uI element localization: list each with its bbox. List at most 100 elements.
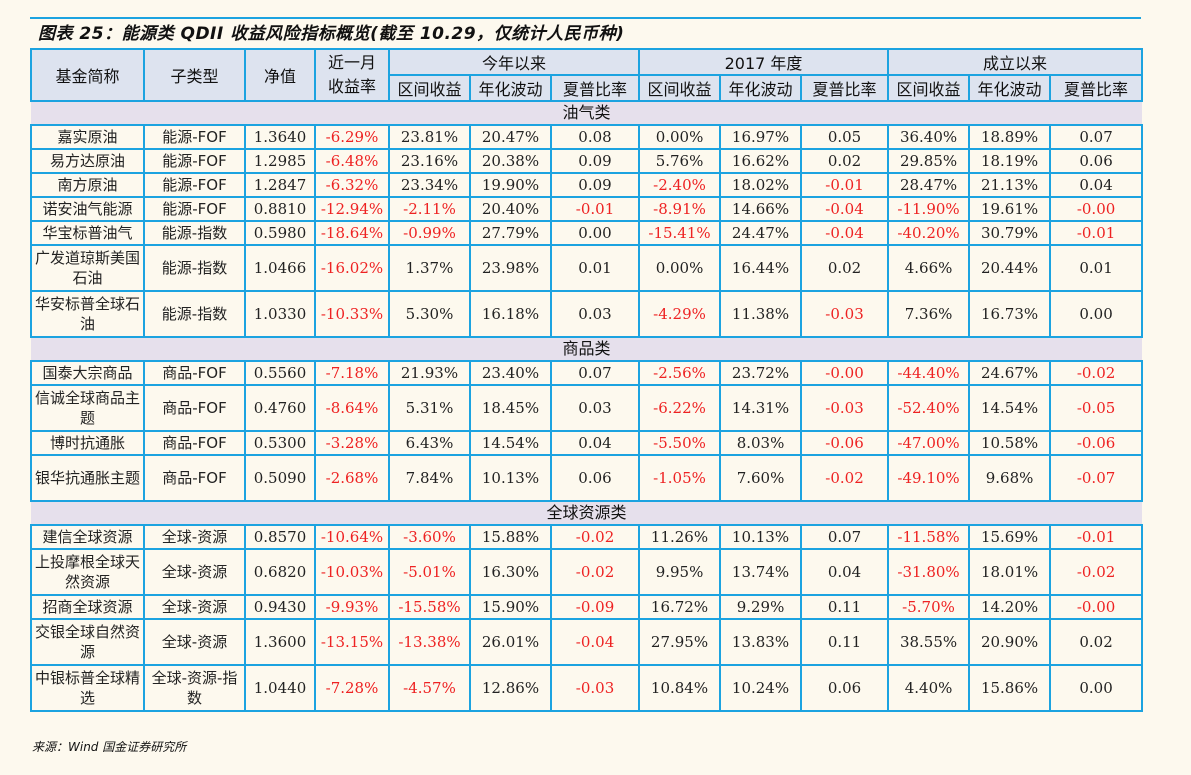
ytd-return-cell: -4.57% xyxy=(388,664,471,712)
y2017-sharpe-cell: 0.02 xyxy=(800,244,890,292)
col-header-month-return: 近一月 收益率 xyxy=(314,48,390,102)
inception-sharpe-cell: 0.02 xyxy=(1049,618,1144,666)
ytd-sharpe-cell: 0.03 xyxy=(549,290,641,338)
inception-volatility-cell: 14.54% xyxy=(968,384,1052,432)
table-row: 华宝标普油气 能源-指数 0.5980 -18.64% -0.99% 27.79% 0.00… xyxy=(30,220,1144,246)
inception-sharpe-cell: -0.01 xyxy=(1049,220,1144,246)
y2017-sharpe-cell: -0.02 xyxy=(800,454,890,502)
month-return-cell: -7.18% xyxy=(314,360,390,386)
ytd-return-cell: -0.99% xyxy=(388,220,471,246)
ytd-sharpe-cell: 0.01 xyxy=(549,244,641,292)
month-return-cell: -18.64% xyxy=(314,220,390,246)
ytd-return-cell: -13.38% xyxy=(388,618,471,666)
y2017-sharpe-cell: -0.03 xyxy=(800,290,890,338)
ytd-sharpe-cell: -0.04 xyxy=(549,618,641,666)
ytd-volatility-cell: 23.98% xyxy=(469,244,552,292)
sub-type-cell: 能源-FOF xyxy=(143,124,246,150)
fund-name-cell: 国泰大宗商品 xyxy=(30,360,145,386)
month-return-cell: -10.64% xyxy=(314,524,390,550)
ytd-volatility-cell: 15.88% xyxy=(469,524,552,550)
sub-type-cell: 全球-资源 xyxy=(143,524,246,550)
nav-cell: 0.8570 xyxy=(244,524,316,550)
inception-volatility-cell: 20.90% xyxy=(968,618,1052,666)
y2017-sharpe-cell: 0.05 xyxy=(800,124,890,150)
inception-return-cell: -11.58% xyxy=(887,524,971,550)
sub-header-sharpe: 夏普比率 xyxy=(800,74,890,102)
y2017-volatility-cell: 13.74% xyxy=(719,548,803,596)
section-row: 油气类 xyxy=(31,100,1143,126)
figure-title-bar: 图表 25：能源类 QDII 收益风险指标概览(截至 10.29，仅统计人民币种… xyxy=(30,17,1141,44)
inception-volatility-cell: 16.73% xyxy=(968,290,1052,338)
sub-type-cell: 全球-资源-指数 xyxy=(143,664,246,712)
nav-cell: 1.3600 xyxy=(244,618,316,666)
ytd-return-cell: -15.58% xyxy=(388,594,471,620)
fund-name-cell: 嘉实原油 xyxy=(30,124,145,150)
table-row: 招商全球资源 全球-资源 0.9430 -9.93% -15.58% 15.90% -0.0… xyxy=(30,594,1144,620)
y2017-volatility-cell: 13.83% xyxy=(719,618,803,666)
table-row: 银华抗通胀主题 商品-FOF 0.5090 -2.68% 7.84% 10.13% 0.06… xyxy=(30,454,1144,502)
section-label: 商品类 xyxy=(31,336,1143,362)
y2017-sharpe-cell: -0.06 xyxy=(800,430,890,456)
ytd-sharpe-cell: 0.00 xyxy=(549,220,641,246)
qdii-risk-table: 基金简称 子类型 净值 近一月 收益率 今年以来 2017 年度 成立以来 区间… xyxy=(30,48,1144,712)
sub-type-cell: 商品-FOF xyxy=(143,430,246,456)
sub-type-cell: 商品-FOF xyxy=(143,384,246,432)
ytd-return-cell: -2.11% xyxy=(388,196,471,222)
source-note: 来源：Wind 国金证券研究所 xyxy=(32,740,187,754)
y2017-sharpe-cell: 0.07 xyxy=(800,524,890,550)
ytd-sharpe-cell: 0.09 xyxy=(549,148,641,174)
ytd-return-cell: 23.81% xyxy=(388,124,471,150)
section-row: 全球资源类 xyxy=(31,500,1143,526)
fund-name-cell: 华安标普全球石油 xyxy=(30,290,145,338)
inception-return-cell: -11.90% xyxy=(887,196,971,222)
y2017-return-cell: -8.91% xyxy=(638,196,722,222)
y2017-return-cell: -6.22% xyxy=(638,384,722,432)
inception-return-cell: -40.20% xyxy=(887,220,971,246)
ytd-volatility-cell: 26.01% xyxy=(469,618,552,666)
nav-cell: 0.4760 xyxy=(244,384,316,432)
inception-volatility-cell: 14.20% xyxy=(968,594,1052,620)
y2017-volatility-cell: 9.29% xyxy=(719,594,803,620)
sub-type-cell: 能源-FOF xyxy=(143,172,246,198)
month-return-cell: -3.28% xyxy=(314,430,390,456)
fund-name-cell: 银华抗通胀主题 xyxy=(30,454,145,502)
ytd-volatility-cell: 16.30% xyxy=(469,548,552,596)
nav-cell: 1.0330 xyxy=(244,290,316,338)
inception-sharpe-cell: -0.07 xyxy=(1049,454,1144,502)
ytd-sharpe-cell: -0.09 xyxy=(549,594,641,620)
nav-cell: 1.0466 xyxy=(244,244,316,292)
inception-volatility-cell: 15.86% xyxy=(968,664,1052,712)
fund-name-cell: 建信全球资源 xyxy=(30,524,145,550)
nav-cell: 0.8810 xyxy=(244,196,316,222)
inception-return-cell: 28.47% xyxy=(887,172,971,198)
table-body: 油气类 嘉实原油 能源-FOF 1.3640 -6.29% 23.81% 20.47% 0.0… xyxy=(30,100,1144,712)
sub-header-volatility: 年化波动 xyxy=(469,74,552,102)
month-return-cell: -13.15% xyxy=(314,618,390,666)
y2017-volatility-cell: 10.13% xyxy=(719,524,803,550)
inception-return-cell: -47.00% xyxy=(887,430,971,456)
ytd-sharpe-cell: 0.09 xyxy=(549,172,641,198)
ytd-volatility-cell: 16.18% xyxy=(469,290,552,338)
inception-volatility-cell: 20.44% xyxy=(968,244,1052,292)
inception-sharpe-cell: 0.04 xyxy=(1049,172,1144,198)
sub-type-cell: 全球-资源 xyxy=(143,548,246,596)
month-return-cell: -12.94% xyxy=(314,196,390,222)
group-header-2017: 2017 年度 xyxy=(638,48,890,76)
fund-name-cell: 易方达原油 xyxy=(30,148,145,174)
ytd-volatility-cell: 20.38% xyxy=(469,148,552,174)
y2017-sharpe-cell: -0.01 xyxy=(800,172,890,198)
inception-sharpe-cell: -0.02 xyxy=(1049,360,1144,386)
y2017-volatility-cell: 8.03% xyxy=(719,430,803,456)
y2017-return-cell: -1.05% xyxy=(638,454,722,502)
fund-name-cell: 交银全球自然资源 xyxy=(30,618,145,666)
y2017-volatility-cell: 16.62% xyxy=(719,148,803,174)
ytd-sharpe-cell: -0.02 xyxy=(549,548,641,596)
y2017-volatility-cell: 23.72% xyxy=(719,360,803,386)
ytd-sharpe-cell: -0.02 xyxy=(549,524,641,550)
ytd-volatility-cell: 18.45% xyxy=(469,384,552,432)
sub-header-return: 区间收益 xyxy=(388,74,471,102)
inception-volatility-cell: 24.67% xyxy=(968,360,1052,386)
fund-name-cell: 上投摩根全球天然资源 xyxy=(30,548,145,596)
fund-name-cell: 中银标普全球精选 xyxy=(30,664,145,712)
ytd-volatility-cell: 19.90% xyxy=(469,172,552,198)
